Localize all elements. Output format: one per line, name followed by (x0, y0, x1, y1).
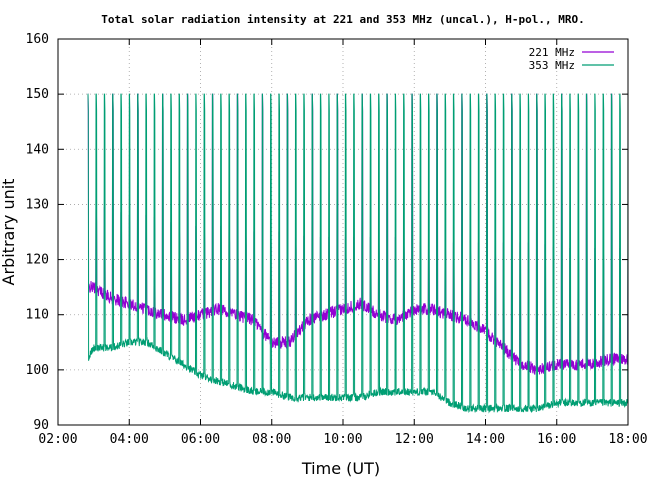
series-line-221mhz (87, 93, 629, 375)
x-tick-label: 02:00 (38, 432, 77, 447)
y-tick-label: 90 (33, 418, 49, 433)
x-axis-label: Time (UT) (301, 459, 380, 478)
x-tick-label: 14:00 (466, 432, 505, 447)
x-tick-label: 08:00 (252, 432, 291, 447)
tick-layer: 90 100 110 120 130 140 150 160 02:00 04:00 06:00 08… (26, 32, 648, 447)
y-tick-label: 130 (26, 197, 49, 212)
x-tick-label: 16:00 (537, 432, 576, 447)
x-tick-label: 12:00 (395, 432, 434, 447)
x-tick-label: 18:00 (608, 432, 647, 447)
y-tick-label: 120 (26, 253, 49, 268)
series-line-353mhz (87, 93, 629, 414)
series-layer (87, 93, 629, 414)
x-tick-label: 06:00 (181, 432, 220, 447)
legend-label-0: 221 MHz (529, 46, 575, 59)
legend-label-1: 353 MHz (529, 59, 575, 72)
y-tick-label: 150 (26, 87, 49, 102)
y-tick-label: 160 (26, 32, 49, 47)
y-tick-label: 110 (26, 308, 49, 323)
chart-title: Total solar radiation intensity at 221 a… (101, 13, 584, 26)
x-tick-label: 04:00 (110, 432, 149, 447)
y-tick-label: 140 (26, 142, 49, 157)
y-tick-label: 100 (26, 363, 49, 378)
x-tick-label: 10:00 (323, 432, 362, 447)
y-axis-label: Arbitrary unit (0, 179, 18, 286)
